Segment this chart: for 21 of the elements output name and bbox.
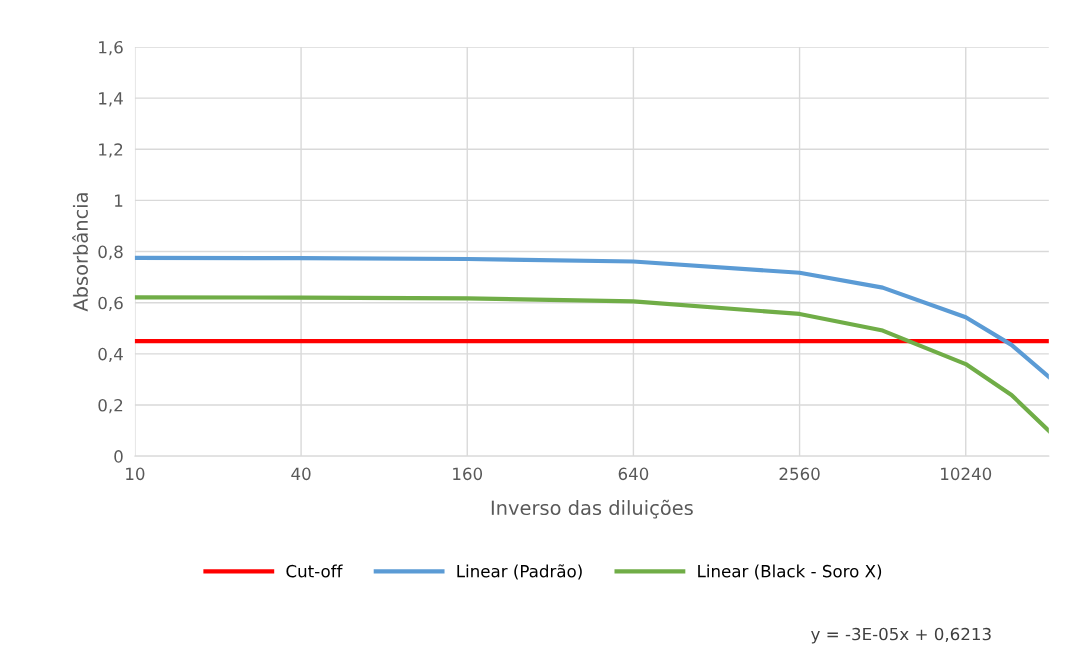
- x-axis-title: Inverso das diluições: [491, 499, 693, 519]
- y-tick-label: 1,6: [99, 40, 123, 56]
- y-axis-title: Absorbância: [72, 193, 88, 312]
- y-tick-label: 1: [115, 194, 123, 207]
- x-tick-label: 640: [618, 467, 649, 481]
- x-tick-label: 10: [126, 467, 145, 481]
- y-tick-label: 0,4: [98, 347, 123, 363]
- y-tick-label: 1,4: [99, 92, 123, 107]
- y-tick-label: 1,2: [99, 143, 123, 158]
- x-tick-label: 40: [291, 467, 311, 481]
- legend-label: Cut-off: [286, 564, 343, 578]
- x-tick-label: 160: [453, 467, 483, 481]
- legend-label: Linear (Padrão): [457, 564, 582, 580]
- legend-label: Linear (Black - Soro X): [698, 564, 882, 580]
- y-tick-label: 0: [114, 450, 123, 463]
- y-tick-label: 0,2: [98, 398, 123, 414]
- x-tick-label: 10240: [941, 467, 992, 481]
- text: y = -3E-05x + 0,6213: [811, 627, 991, 644]
- x-tick-label: 2560: [779, 467, 820, 481]
- y-tick-label: 0,6: [98, 296, 123, 311]
- y-tick-label: 0,8: [98, 245, 123, 260]
